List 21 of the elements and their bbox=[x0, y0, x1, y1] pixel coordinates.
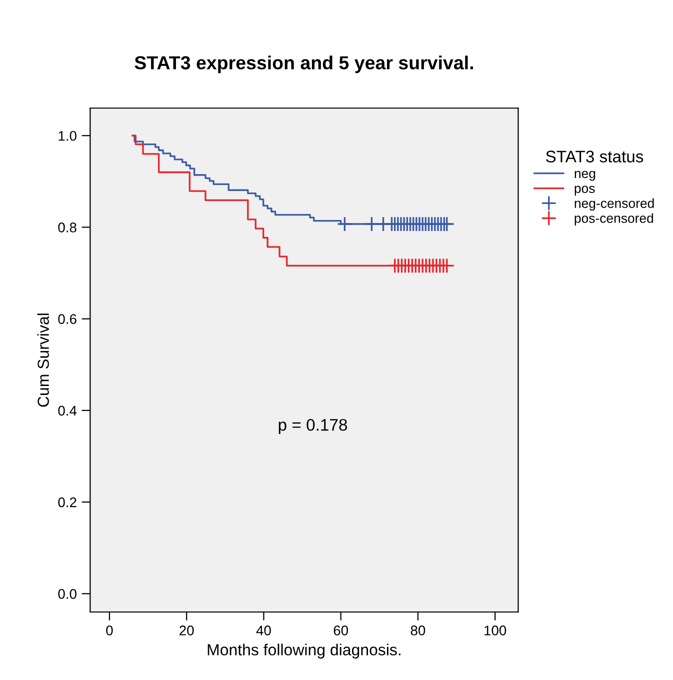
legend-label: pos-censored bbox=[574, 213, 654, 226]
y-tick-label: 1.0 bbox=[58, 130, 76, 141]
x-tick-label: 0 bbox=[106, 626, 113, 636]
y-tick-label: 0.0 bbox=[58, 589, 76, 599]
legend-label: pos bbox=[574, 186, 595, 196]
y-tick-label: 0.4 bbox=[58, 406, 77, 416]
y-tick-label: 0.8 bbox=[58, 222, 76, 232]
x-tick-label: 20 bbox=[180, 626, 194, 636]
x-tick-label: 80 bbox=[410, 626, 426, 636]
x-axis-title: Months following diagnosis. bbox=[208, 644, 400, 659]
y-tick-label: 0.2 bbox=[58, 497, 76, 508]
chart-title: STAT3 expression and 5 year survival. bbox=[134, 56, 473, 74]
legend-title: STAT3 status bbox=[546, 150, 644, 162]
x-tick-label: 100 bbox=[484, 626, 506, 636]
y-tick-label: 0.6 bbox=[58, 314, 76, 324]
legend-label: neg-censored bbox=[574, 198, 654, 211]
legend-label: neg bbox=[574, 170, 596, 181]
annotation: p = 0.178 bbox=[278, 418, 348, 434]
x-tick-label: 60 bbox=[334, 626, 348, 636]
x-tick-label: 40 bbox=[256, 626, 271, 636]
y-axis-title: Cum Survival bbox=[37, 314, 49, 407]
